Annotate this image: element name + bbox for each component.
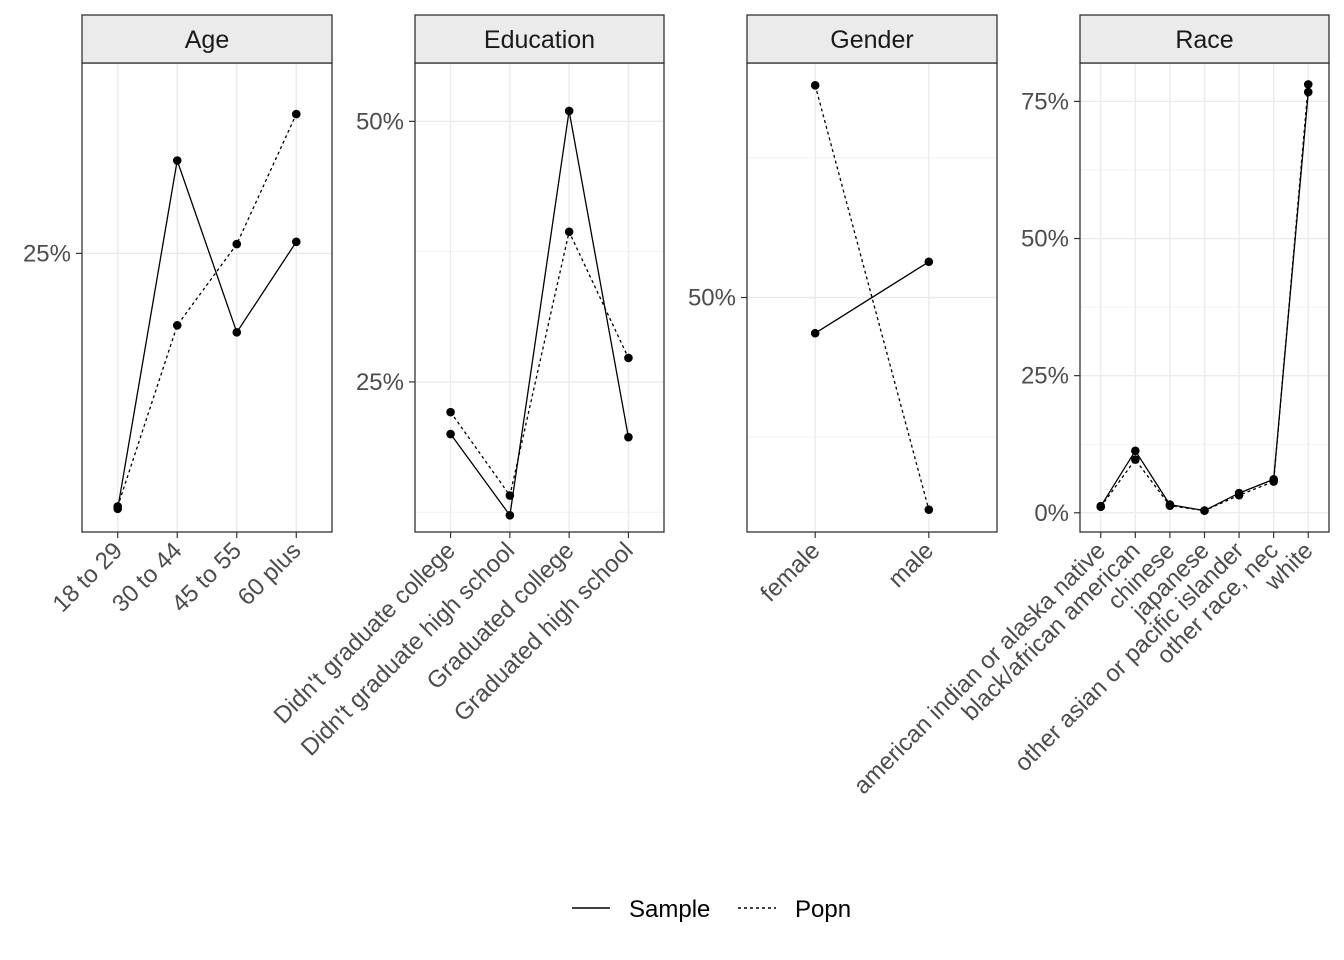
data-point-popn xyxy=(810,81,820,90)
data-point-sample xyxy=(924,257,934,267)
data-point-sample xyxy=(1131,446,1140,456)
y-tick-label: 75% xyxy=(1021,88,1069,115)
y-tick-label: 25% xyxy=(1021,363,1069,390)
facet-strip xyxy=(81,14,333,64)
data-point-sample xyxy=(291,237,301,247)
facet-gender: 50% female male Gender xyxy=(688,14,998,607)
data-point-sample xyxy=(1303,87,1313,97)
data-point-popn xyxy=(446,407,455,417)
facet-strip xyxy=(1079,14,1330,64)
data-point-sample xyxy=(505,511,515,520)
y-tick-label: 50% xyxy=(356,108,404,135)
y-tick-label: 50% xyxy=(1021,226,1069,253)
data-point-popn xyxy=(291,109,301,119)
data-point-sample xyxy=(624,432,633,442)
facet-title: Race xyxy=(1175,26,1233,54)
data-point-popn xyxy=(505,491,515,500)
data-point-popn xyxy=(232,239,242,249)
data-point-popn xyxy=(1165,501,1175,510)
y-tick-label: 0% xyxy=(1034,500,1069,527)
data-point-sample xyxy=(232,328,242,337)
x-tick-label: black/african american xyxy=(957,537,1146,726)
facet-strip xyxy=(746,14,998,64)
data-point-popn xyxy=(1303,80,1313,89)
data-point-sample xyxy=(810,328,820,338)
y-tick-label: 50% xyxy=(688,285,736,312)
data-point-sample xyxy=(446,429,455,439)
data-point-popn xyxy=(624,353,633,363)
y-tick-label: 25% xyxy=(356,369,404,396)
data-point-popn xyxy=(172,321,182,330)
data-point-sample xyxy=(172,156,182,165)
series-line-sample xyxy=(117,160,297,509)
legend: Sample Popn xyxy=(572,896,851,923)
data-point-popn xyxy=(924,505,934,514)
series-line-popn xyxy=(814,85,930,510)
facet-title: Age xyxy=(185,26,229,54)
y-tick-label: 25% xyxy=(23,240,71,267)
data-point-popn xyxy=(1131,455,1140,464)
data-point-popn xyxy=(1269,477,1278,486)
legend-label-sample: Sample xyxy=(629,896,710,923)
panel-background xyxy=(82,63,332,532)
facet-title: Gender xyxy=(830,26,913,54)
data-point-popn xyxy=(564,227,574,237)
facet-strip xyxy=(414,14,665,64)
x-tick-label: female xyxy=(755,537,825,607)
data-point-popn xyxy=(1096,502,1106,512)
panel-background xyxy=(415,63,664,532)
data-point-popn xyxy=(113,502,123,511)
series-line-sample xyxy=(450,110,630,517)
x-tick-label: male xyxy=(883,537,939,593)
facet-title: Education xyxy=(484,26,595,54)
data-point-popn xyxy=(1234,490,1244,500)
x-tick-label: 60 plus xyxy=(233,537,307,611)
series-line-sample xyxy=(814,261,930,334)
data-point-sample xyxy=(564,106,574,116)
legend-label-popn: Popn xyxy=(795,896,851,923)
series-line-popn xyxy=(117,113,297,507)
data-point-popn xyxy=(1200,506,1209,515)
